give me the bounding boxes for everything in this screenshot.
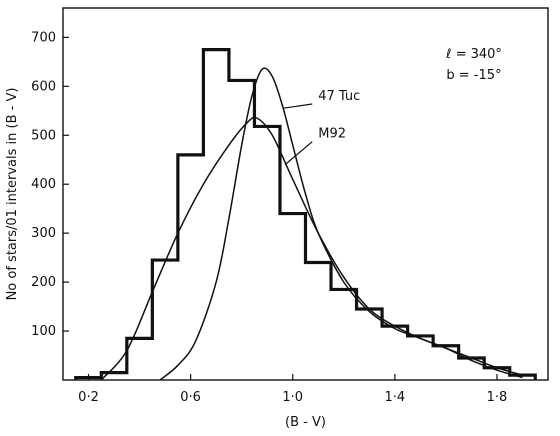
y-tick-label: 500 bbox=[31, 128, 56, 143]
y-tick-label: 300 bbox=[31, 226, 56, 241]
leader-line-47-tuc bbox=[282, 103, 313, 109]
series-label-m92: M92 bbox=[318, 127, 346, 142]
plot-frame bbox=[62, 7, 549, 381]
annotation-b: b = -15° bbox=[446, 68, 501, 83]
x-tick-label: 1·4 bbox=[384, 390, 405, 405]
y-tick-label: 700 bbox=[31, 30, 56, 45]
y-tick-label: 100 bbox=[31, 324, 56, 339]
histogram-outline bbox=[74, 48, 537, 380]
y-tick-label: 400 bbox=[31, 177, 56, 192]
x-tick-label: 1·8 bbox=[487, 390, 508, 405]
x-axis-label: (B - V) bbox=[285, 415, 326, 430]
series-label-47-tuc: 47 Tuc bbox=[318, 89, 360, 104]
x-tick-label: 1·0 bbox=[282, 390, 303, 405]
curve-47-tuc bbox=[159, 67, 523, 381]
x-tick-label: 0·2 bbox=[78, 390, 99, 405]
curve-m92 bbox=[100, 116, 523, 381]
y-tick-label: 200 bbox=[31, 275, 56, 290]
x-tick-label: 0·6 bbox=[180, 390, 201, 405]
y-axis-label: No of stars/01 intervals in (B - V) bbox=[5, 88, 20, 301]
leader-line-m92 bbox=[284, 141, 313, 166]
annotation-l: ℓ = 340° bbox=[445, 47, 502, 62]
y-tick-label: 600 bbox=[31, 79, 56, 94]
